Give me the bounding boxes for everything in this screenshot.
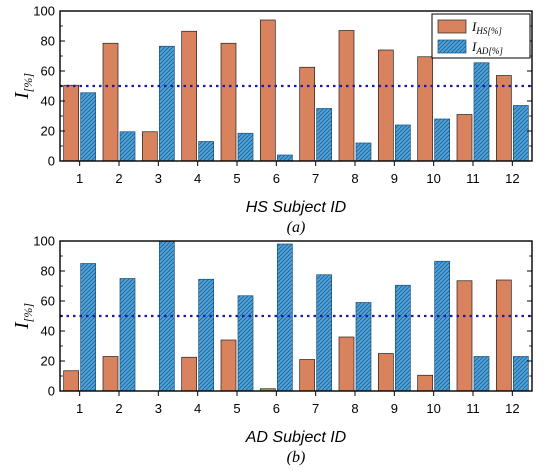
bar-hs-11 [456, 280, 473, 392]
y-axis-title: I[%] [11, 73, 35, 100]
x-tick-label-5: 5 [233, 171, 240, 186]
x-tick-label-1: 1 [76, 171, 83, 186]
bar-ad-3 [158, 45, 175, 162]
bar-hs-8 [338, 336, 355, 392]
bar-hs-4 [181, 30, 198, 162]
x-tick-label-9: 9 [391, 171, 398, 186]
bar-ad-8 [355, 142, 372, 162]
bar-ad-5 [237, 132, 254, 162]
bar-ad-10 [434, 118, 451, 162]
bar-ad-4 [198, 141, 215, 162]
x-tick-label-9: 9 [391, 401, 398, 416]
bar-hs-9 [377, 353, 394, 392]
bar-ad-2 [119, 131, 136, 162]
bar-hs-7 [299, 66, 316, 162]
y-tick-label-100: 100 [33, 4, 55, 19]
legend-label-ad: IAD[%] [471, 39, 503, 56]
y-tick-label-0: 0 [48, 384, 55, 399]
x-tick-label-8: 8 [351, 171, 358, 186]
bar-ad-9 [394, 124, 411, 162]
bar-ad-8 [355, 302, 372, 392]
bar-hs-4 [181, 356, 198, 392]
x-tick-label-12: 12 [505, 401, 519, 416]
bar-ad-6 [276, 243, 293, 392]
bar-ad-7 [316, 274, 333, 392]
y-tick-label-40: 40 [41, 94, 55, 109]
legend-swatch-ad [437, 39, 467, 54]
bar-ad-1 [80, 263, 97, 392]
bar-ad-5 [237, 295, 254, 392]
bar-hs-2 [102, 356, 119, 392]
bar-hs-9 [377, 49, 394, 162]
y-tick-label-0: 0 [48, 154, 55, 169]
bar-ad-4 [198, 278, 215, 392]
bar-hs-10 [417, 374, 434, 392]
legend: IHS[%] IAD[%] [431, 13, 531, 59]
x-tick-label-11: 11 [466, 171, 480, 186]
bar-hs-2 [102, 42, 119, 162]
bar-ad-10 [434, 260, 451, 392]
y-tick-label-40: 40 [41, 324, 55, 339]
x-tick-label-11: 11 [466, 401, 480, 416]
bar-ad-6 [276, 154, 293, 162]
bar-hs-5 [220, 42, 237, 162]
x-tick-label-3: 3 [155, 171, 162, 186]
y-tick-label-60: 60 [41, 64, 55, 79]
bar-hs-10 [417, 56, 434, 162]
x-tick-label-10: 10 [426, 401, 440, 416]
panel-caption: (a) [287, 219, 306, 236]
y-tick-label-20: 20 [41, 354, 55, 369]
x-tick-label-4: 4 [194, 401, 201, 416]
x-tick-label-2: 2 [115, 171, 122, 186]
x-tick-label-3: 3 [155, 401, 162, 416]
bar-hs-6 [259, 19, 276, 162]
x-axis-title: HS Subject ID [246, 199, 347, 216]
bar-hs-8 [338, 30, 355, 162]
legend-label-hs: IHS[%] [471, 19, 502, 36]
y-tick-label-100: 100 [33, 234, 55, 249]
y-axis-title: I[%] [11, 303, 35, 330]
x-tick-label-4: 4 [194, 171, 201, 186]
x-tick-label-7: 7 [312, 401, 319, 416]
bar-ad-12 [512, 105, 529, 162]
bar-hs-3 [141, 131, 158, 162]
x-tick-label-12: 12 [505, 171, 519, 186]
x-tick-label-2: 2 [115, 401, 122, 416]
bar-ad-12 [512, 356, 529, 392]
y-tick-label-60: 60 [41, 294, 55, 309]
bar-hs-12 [495, 75, 512, 162]
y-tick-label-20: 20 [41, 124, 55, 139]
bar-ad-7 [316, 108, 333, 162]
y-tick-label-80: 80 [41, 264, 55, 279]
x-axis-title: AD Subject ID [245, 429, 347, 446]
bar-ad-1 [80, 92, 97, 162]
bar-hs-7 [299, 359, 316, 392]
legend-swatch-hs [437, 19, 467, 34]
bar-ad-11 [473, 356, 490, 392]
bar-hs-1 [63, 84, 80, 162]
x-tick-label-5: 5 [233, 401, 240, 416]
bar-ad-2 [119, 278, 136, 392]
x-tick-label-7: 7 [312, 171, 319, 186]
bar-ad-11 [473, 62, 490, 162]
bar-ad-9 [394, 284, 411, 392]
bar-hs-1 [63, 370, 80, 392]
x-tick-label-1: 1 [76, 401, 83, 416]
bar-hs-5 [220, 339, 237, 392]
y-tick-label-80: 80 [41, 34, 55, 49]
bar-hs-12 [495, 279, 512, 392]
x-tick-label-6: 6 [273, 171, 280, 186]
panel-caption: (b) [287, 449, 306, 466]
x-tick-label-6: 6 [273, 401, 280, 416]
x-tick-label-8: 8 [351, 401, 358, 416]
x-tick-label-10: 10 [426, 171, 440, 186]
bar-hs-11 [456, 114, 473, 162]
